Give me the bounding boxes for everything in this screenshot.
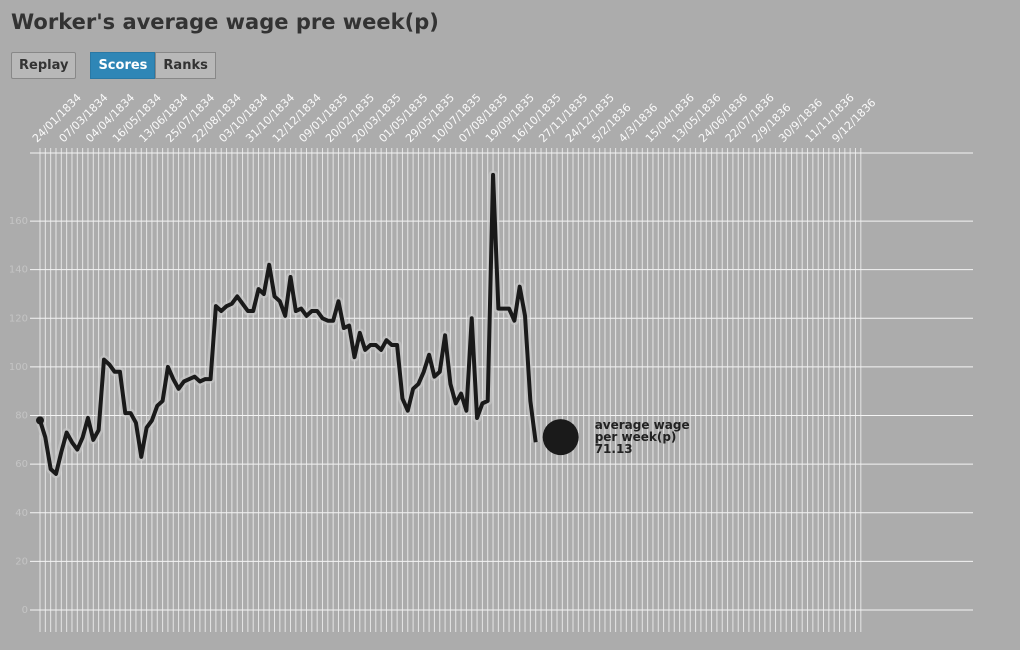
line	[38, 172, 538, 476]
annotation-label: average wage per week(p)	[594, 419, 690, 445]
annotation-value: 71.13	[594, 442, 633, 457]
y-tick-label: 40	[15, 508, 28, 519]
button[interactable]: Ranks	[155, 52, 216, 79]
current-bubble	[542, 419, 579, 456]
annotation: average wage per week(p)71.13	[595, 419, 691, 455]
y-tick-label: 80	[15, 411, 28, 422]
y-tick-label: 20	[15, 556, 28, 567]
y-tick-label: 140	[9, 265, 28, 276]
button-bar: Replay Scores Ranks	[11, 52, 216, 79]
y-tick-label: 120	[9, 313, 28, 324]
button[interactable]: Scores	[90, 52, 156, 79]
y-tick-label: 100	[9, 362, 28, 373]
button[interactable]: Replay	[11, 52, 77, 79]
start-dot	[36, 416, 44, 425]
y-tick-label: 0	[22, 605, 28, 616]
chart-title: Worker's average wage pre week(p)	[11, 10, 439, 34]
y-tick-label: 60	[15, 459, 28, 470]
y-tick-label: 160	[9, 216, 28, 227]
annotation-text: average wage per week(p) 71.13	[595, 419, 691, 455]
